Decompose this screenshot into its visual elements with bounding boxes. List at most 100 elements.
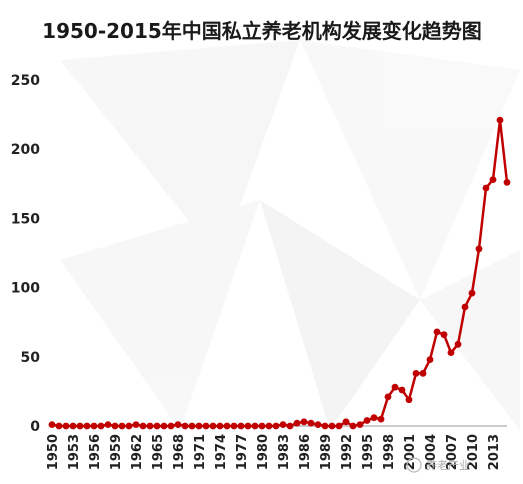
data-point xyxy=(230,422,238,430)
data-point xyxy=(118,422,126,430)
data-point xyxy=(503,179,511,186)
data-point xyxy=(335,422,343,430)
data-point xyxy=(307,419,315,427)
x-tick-label: 2013 xyxy=(487,434,502,470)
data-point xyxy=(62,422,70,430)
data-point xyxy=(398,386,406,394)
x-tick-label: 2007 xyxy=(445,434,460,470)
data-point xyxy=(363,417,371,424)
x-tick-label: 1962 xyxy=(130,434,145,470)
data-point xyxy=(440,331,448,339)
data-point xyxy=(454,340,462,348)
data-point xyxy=(272,422,280,430)
watermark-logo-icon xyxy=(406,457,422,473)
x-tick-label: 2010 xyxy=(466,434,481,470)
data-point xyxy=(496,116,504,124)
series-layer xyxy=(48,116,511,430)
data-point xyxy=(489,176,497,184)
data-point xyxy=(419,370,427,377)
x-tick-label: 1959 xyxy=(109,434,124,470)
data-point xyxy=(342,418,350,426)
data-point xyxy=(216,422,224,430)
data-point xyxy=(195,422,203,430)
data-point xyxy=(76,422,84,430)
chart-title: 1950-2015年中国私立养老机构发展变化趋势图 xyxy=(42,19,482,43)
data-point xyxy=(461,303,469,311)
data-point xyxy=(202,422,210,430)
data-point xyxy=(167,422,175,430)
data-point xyxy=(146,422,154,430)
y-tick-label: 200 xyxy=(11,142,40,158)
y-tick-label: 150 xyxy=(11,211,40,227)
data-point xyxy=(55,422,63,430)
data-point xyxy=(433,328,441,336)
data-point xyxy=(475,245,483,253)
data-point xyxy=(223,422,231,430)
data-point xyxy=(370,414,378,422)
data-point xyxy=(265,422,273,430)
x-tick-label: 1989 xyxy=(319,434,334,470)
data-point xyxy=(412,370,420,377)
data-point xyxy=(188,422,196,430)
y-tick-label: 50 xyxy=(21,350,41,366)
data-point xyxy=(447,349,455,356)
x-tick-label: 2004 xyxy=(424,434,439,470)
data-point xyxy=(104,421,112,428)
x-tick-label: 1965 xyxy=(151,434,166,470)
x-tick-label: 2001 xyxy=(403,434,418,470)
data-point xyxy=(405,396,413,404)
data-point xyxy=(69,422,77,430)
x-tick-label: 1977 xyxy=(235,434,250,470)
data-point xyxy=(279,421,287,428)
x-tick-label: 1986 xyxy=(298,434,313,470)
x-tick-label: 1974 xyxy=(214,434,229,470)
data-point xyxy=(286,422,294,430)
y-tick-label: 250 xyxy=(11,73,40,89)
data-point xyxy=(468,289,476,297)
x-tick-label: 1971 xyxy=(193,434,208,470)
data-point xyxy=(132,421,140,428)
data-point xyxy=(328,422,336,430)
data-point xyxy=(48,421,56,428)
data-point xyxy=(391,383,399,391)
x-tick-label: 1998 xyxy=(382,434,397,470)
x-tick-label: 1953 xyxy=(67,434,82,470)
y-tick-label: 100 xyxy=(11,281,40,297)
data-point xyxy=(125,422,133,430)
data-point xyxy=(314,421,322,428)
watermark-text: 养老产业 xyxy=(426,458,470,472)
watermark: 养老产业 xyxy=(406,457,470,473)
data-point xyxy=(90,422,98,430)
data-point xyxy=(139,422,147,430)
data-point xyxy=(83,422,91,430)
data-point xyxy=(237,422,245,430)
x-tick-label: 1983 xyxy=(277,434,292,470)
data-point xyxy=(251,422,259,430)
x-tick-label: 1956 xyxy=(88,434,103,470)
data-point xyxy=(349,422,357,430)
data-point xyxy=(153,422,161,430)
data-point xyxy=(384,393,392,401)
data-point xyxy=(293,419,301,427)
data-point xyxy=(244,422,252,430)
data-point xyxy=(97,422,105,430)
data-point xyxy=(356,421,364,428)
data-point xyxy=(482,184,490,192)
x-tick-label: 1950 xyxy=(46,434,61,470)
x-tick-label: 1995 xyxy=(361,434,376,470)
background-facets xyxy=(60,40,520,430)
data-point xyxy=(426,356,434,363)
data-point xyxy=(321,422,329,430)
x-tick-label: 1992 xyxy=(340,434,355,470)
data-point xyxy=(111,422,119,430)
x-tick-label: 1980 xyxy=(256,434,271,470)
data-point xyxy=(174,421,182,428)
y-axis: 0 50 100 150 200 250 xyxy=(11,73,40,435)
data-point xyxy=(377,415,385,423)
data-point xyxy=(258,422,266,430)
data-point xyxy=(181,422,189,430)
data-point xyxy=(160,422,168,430)
y-tick-label: 0 xyxy=(30,419,40,435)
